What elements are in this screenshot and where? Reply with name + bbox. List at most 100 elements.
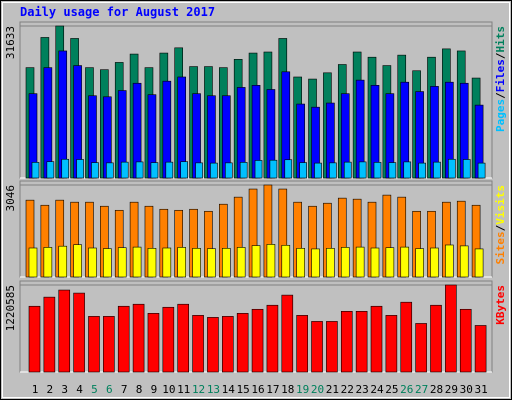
bar — [61, 158, 70, 179]
bar — [462, 159, 471, 179]
bar — [314, 162, 322, 179]
x-tick-label: 31 — [474, 383, 487, 396]
bar — [58, 50, 68, 179]
x-tick-label: 24 — [370, 383, 384, 396]
bar — [225, 162, 233, 179]
bar — [222, 248, 231, 278]
bar — [459, 245, 469, 278]
bar — [329, 162, 337, 179]
bar — [266, 244, 276, 278]
bar — [311, 248, 320, 278]
x-tick-label: 11 — [177, 383, 190, 396]
bar — [135, 161, 144, 179]
bar — [254, 160, 263, 179]
bar — [132, 246, 142, 278]
legend-separator: / — [494, 52, 507, 59]
x-tick-label: 22 — [341, 383, 354, 396]
bar — [445, 284, 457, 373]
bar — [88, 316, 100, 373]
bar — [117, 247, 127, 278]
bar — [388, 162, 397, 179]
bar — [103, 316, 115, 373]
bar — [415, 323, 427, 373]
bar — [251, 308, 264, 373]
bar — [207, 317, 219, 373]
bar — [266, 304, 279, 373]
x-tick-label: 10 — [162, 383, 175, 396]
bar — [58, 245, 68, 278]
x-tick-label: 23 — [356, 383, 369, 396]
legend-entry: Files — [494, 59, 507, 92]
bar — [296, 248, 305, 278]
bar — [474, 325, 487, 373]
bar — [31, 162, 40, 179]
bar — [120, 161, 129, 179]
bar — [385, 315, 398, 373]
bar — [385, 247, 395, 278]
x-tick-label: 2 — [47, 383, 54, 396]
bar — [343, 161, 352, 179]
bar — [430, 304, 442, 373]
bar — [358, 161, 367, 179]
bar — [222, 316, 234, 373]
x-tick-label: 6 — [106, 383, 113, 396]
x-tick-label: 20 — [311, 383, 324, 396]
bar — [46, 161, 55, 179]
bar — [474, 248, 484, 278]
x-tick-label: 29 — [445, 383, 458, 396]
legend-entry: KBytes — [494, 285, 507, 325]
bar — [400, 246, 410, 278]
y-tick-label: 31633 — [4, 26, 17, 59]
bar — [76, 159, 84, 179]
x-tick-label: 5 — [91, 383, 98, 396]
bar — [73, 292, 85, 373]
bar — [210, 162, 218, 179]
bar — [340, 247, 350, 278]
bar — [239, 162, 248, 179]
bar — [43, 247, 53, 278]
x-tick-label: 25 — [385, 383, 398, 396]
bar — [326, 321, 338, 373]
bar — [311, 321, 323, 373]
legend-entry: Pages — [494, 99, 507, 132]
bar — [370, 305, 383, 373]
bar — [430, 247, 439, 278]
bar — [445, 244, 454, 278]
bar — [195, 162, 203, 179]
bar — [28, 247, 38, 278]
x-tick-label: 27 — [415, 383, 428, 396]
bar — [281, 294, 294, 373]
bar — [165, 161, 174, 179]
x-tick-label: 17 — [266, 383, 279, 396]
bar — [192, 315, 204, 373]
bar — [400, 301, 413, 373]
legend: Pages/Files/Hits — [494, 26, 507, 132]
bar — [117, 305, 130, 373]
bar — [236, 247, 246, 278]
bar — [281, 244, 291, 278]
bar — [73, 244, 82, 278]
bar — [418, 162, 426, 179]
chart-title: Daily usage for August 2017 — [20, 5, 215, 19]
bar — [192, 248, 201, 278]
bar — [43, 296, 56, 373]
legend-entry: Hits — [494, 26, 507, 53]
bar — [28, 305, 41, 373]
bar — [106, 162, 114, 179]
bar — [299, 162, 307, 179]
bar — [448, 158, 456, 179]
bar — [236, 313, 249, 373]
legend: Sites/Visits — [494, 185, 507, 265]
bar — [162, 306, 175, 373]
x-tick-label: 7 — [121, 383, 128, 396]
bar — [477, 162, 486, 179]
y-tick-label: 1220585 — [4, 285, 17, 331]
y-tick-label: 3046 — [4, 185, 17, 212]
bar — [284, 159, 293, 179]
bar — [180, 161, 188, 179]
bar — [459, 308, 472, 373]
x-tick-label: 19 — [296, 383, 309, 396]
legend-entry: Sites — [494, 231, 507, 264]
